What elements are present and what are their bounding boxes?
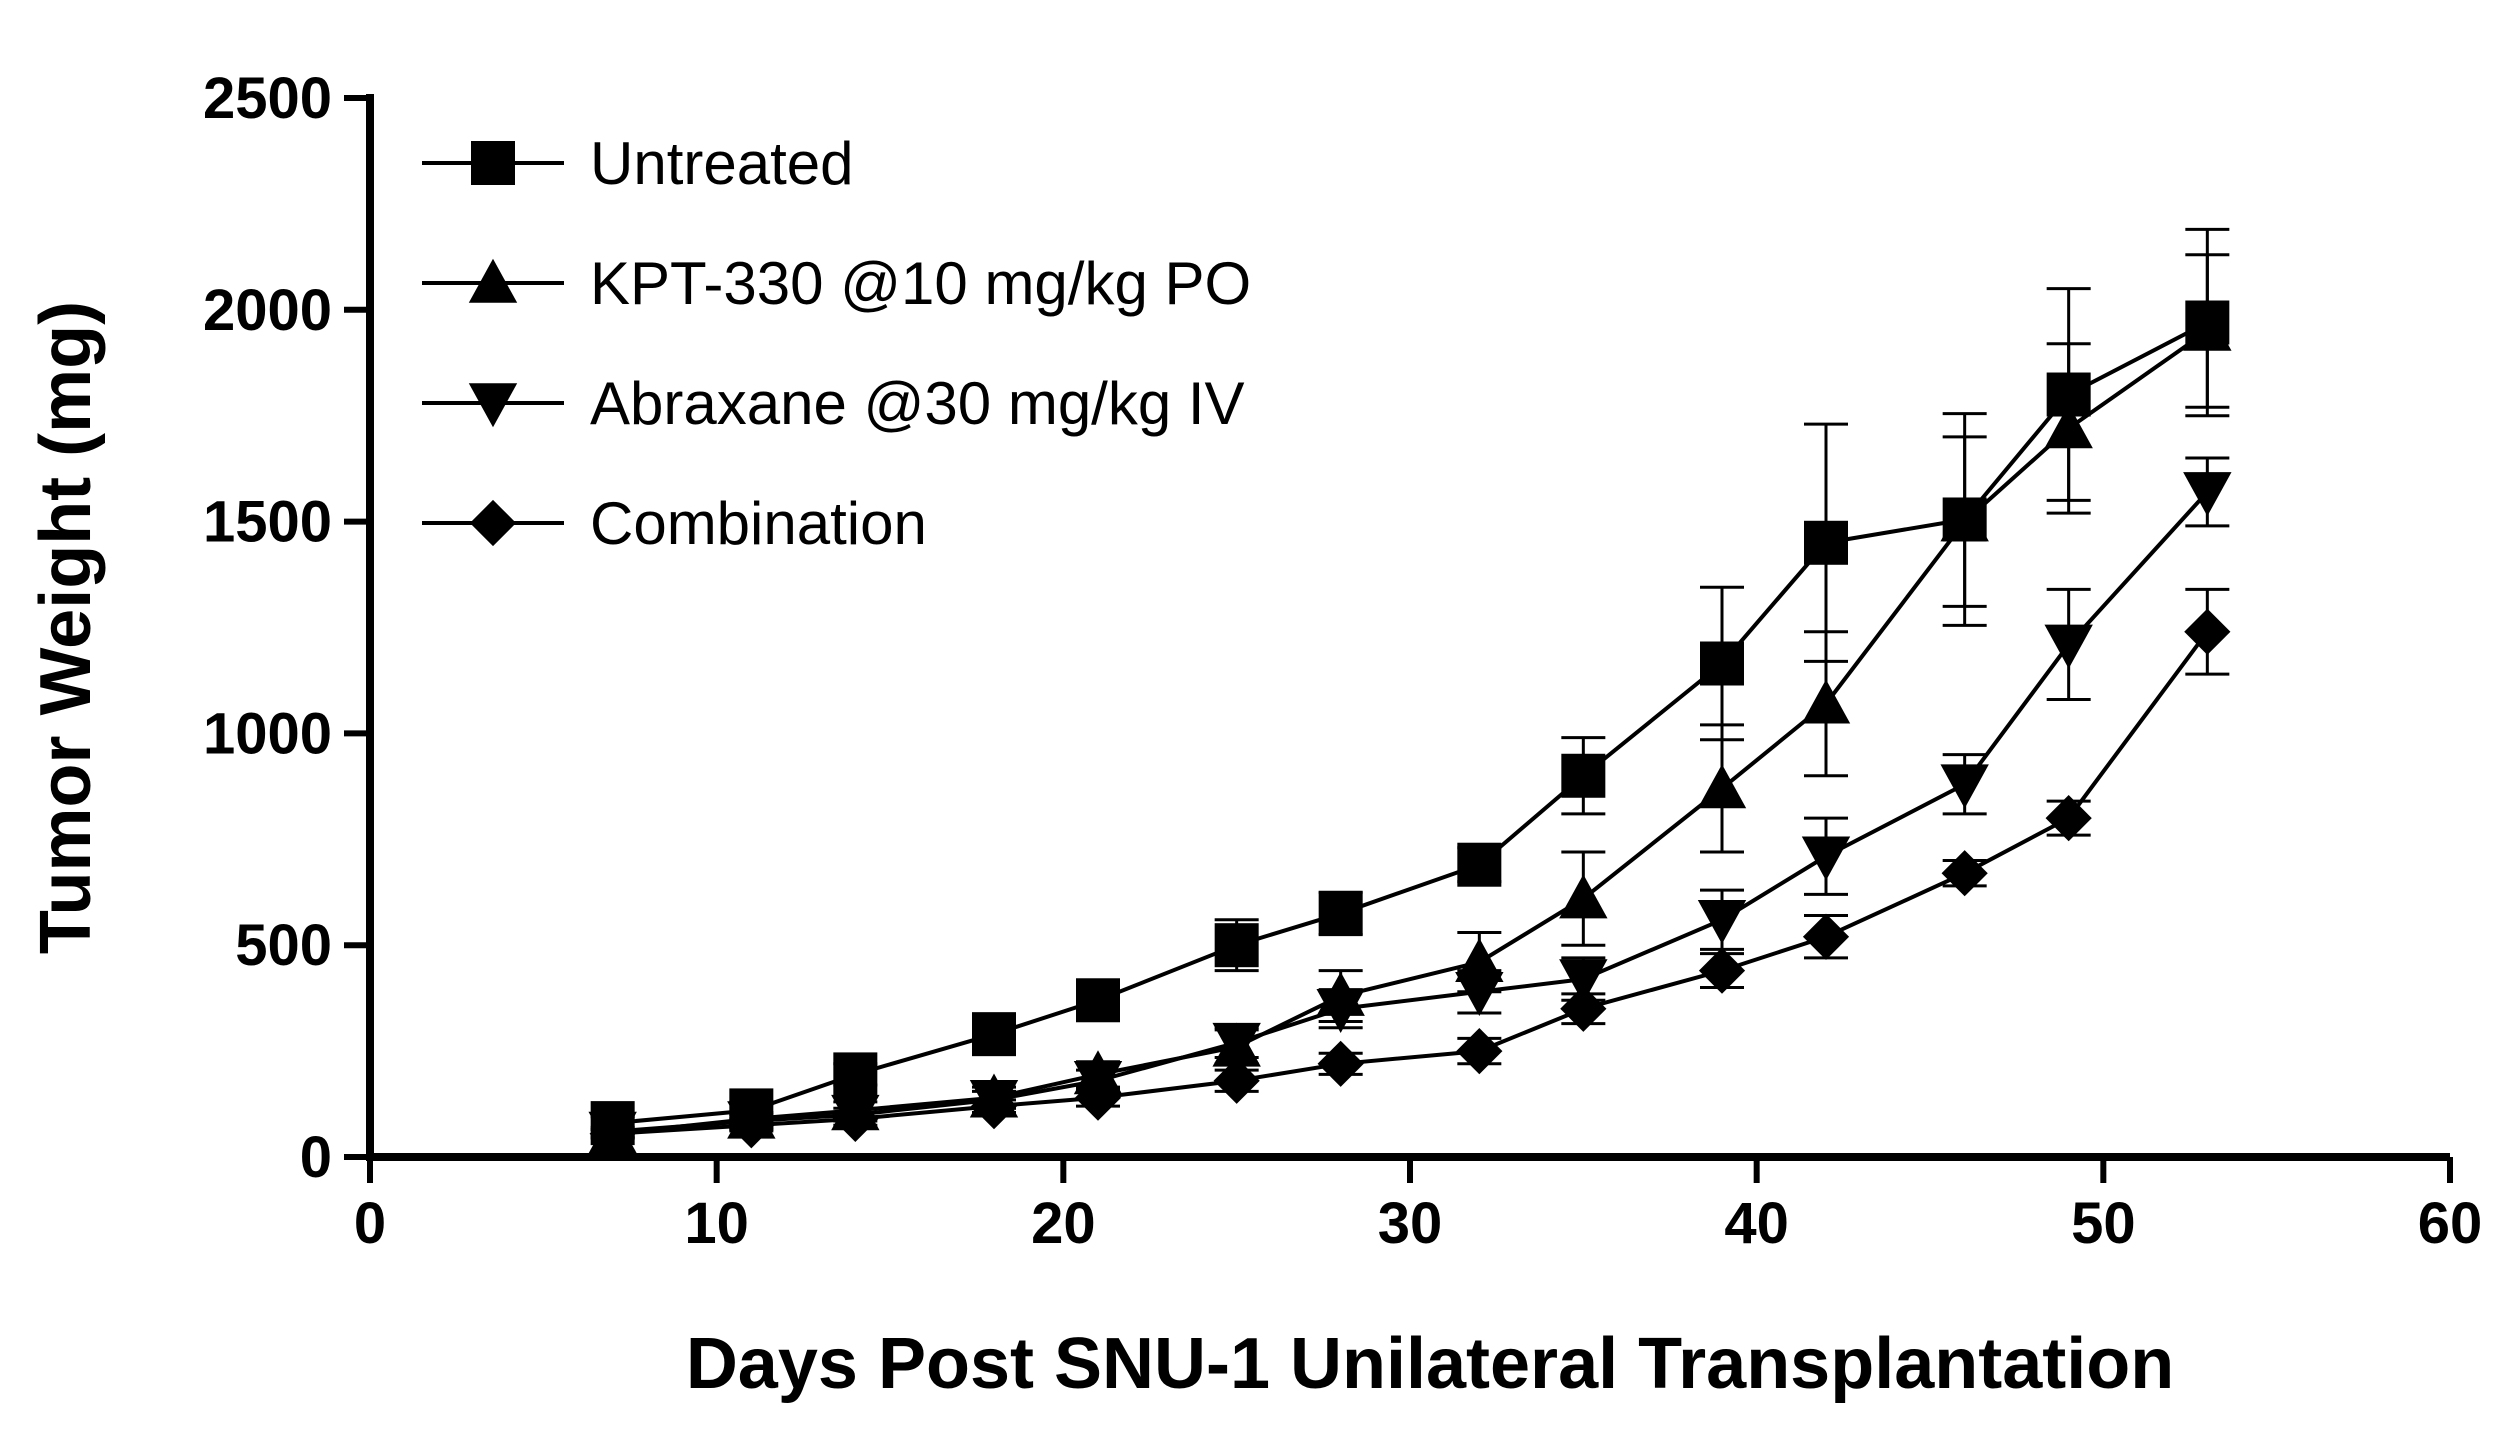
data-point [1697, 764, 1747, 809]
x-tick-label: 60 [2418, 1191, 2483, 1256]
x-tick-label: 30 [1378, 1191, 1443, 1256]
legend-label: Abraxane @30 mg/kg IV [590, 370, 1245, 437]
legend: Untreated KPT-330 @10 mg/kg PO Abraxane @3… [422, 130, 1251, 557]
series-0 [590, 227, 2230, 1146]
data-point [1318, 891, 1363, 936]
data-point [2183, 472, 2232, 517]
data-point [832, 1095, 879, 1142]
data-point [2044, 624, 2093, 669]
data-point [1941, 850, 1988, 897]
series-layer [588, 227, 2232, 1157]
data-point [2044, 404, 2093, 449]
data-point [972, 1012, 1016, 1057]
legend-item-0: Untreated [422, 130, 854, 197]
data-point [1456, 1028, 1503, 1075]
y-tick-label: 0 [300, 1125, 332, 1190]
data-point [1801, 679, 1851, 724]
series-line [612, 329, 2209, 1136]
data-point [1698, 947, 1746, 994]
legend-item-1: KPT-330 @10 mg/kg PO [422, 250, 1251, 317]
data-point [1700, 641, 1744, 686]
data-point [1317, 1040, 1364, 1087]
data-point [1076, 978, 1120, 1023]
y-tick-label: 500 [235, 913, 332, 978]
data-point [1074, 1074, 1122, 1121]
series-line [612, 320, 2209, 1126]
series-line [612, 490, 2209, 1134]
x-tick-label: 50 [2071, 1191, 2136, 1256]
y-tick-label: 2000 [203, 278, 332, 343]
y-tick-label: 1000 [203, 701, 332, 766]
data-point [1802, 913, 1850, 960]
data-point [589, 1110, 636, 1157]
data-point [970, 1083, 1018, 1130]
data-point [1212, 1022, 1261, 1067]
series-3 [589, 587, 2231, 1157]
legend-marker [468, 258, 518, 303]
data-point [1214, 923, 1259, 968]
data-point [1559, 959, 1608, 1004]
legend-marker [471, 141, 515, 185]
y-axis-title: Tumor Weight (mg) [26, 301, 106, 954]
x-tick-label: 40 [1724, 1191, 1789, 1256]
data-point [1561, 753, 1606, 798]
legend-label: Untreated [590, 130, 854, 197]
x-tick-label: 0 [354, 1191, 386, 1256]
y-tick-label: 2500 [203, 66, 332, 131]
data-point [1213, 1057, 1260, 1104]
legend-label: Combination [590, 490, 927, 557]
data-point [728, 1102, 775, 1149]
data-point [1697, 899, 1747, 944]
x-axis-title: Days Post SNU-1 Unilateral Transplantati… [686, 1324, 2174, 1404]
data-point [2045, 795, 2092, 842]
data-point [2184, 608, 2231, 655]
data-point [2183, 306, 2232, 351]
x-tick-label: 20 [1031, 1191, 1096, 1256]
legend-marker [469, 499, 517, 547]
data-point [1804, 520, 1848, 565]
data-point [1940, 497, 1989, 542]
data-point [1455, 971, 1504, 1016]
data-point [1801, 836, 1851, 881]
series-line [612, 630, 2209, 1136]
data-point [1316, 988, 1365, 1033]
legend-label: KPT-330 @10 mg/kg PO [590, 250, 1251, 317]
y-tick-label: 1500 [203, 490, 332, 555]
data-point [1457, 842, 1502, 887]
series-2 [588, 456, 2232, 1156]
data-point [1560, 985, 1607, 1032]
data-point [1940, 764, 1989, 809]
legend-marker [468, 383, 518, 428]
legend-item-2: Abraxane @30 mg/kg IV [422, 370, 1245, 437]
legend-item-3: Combination [422, 490, 927, 557]
axes: 0 10 20 30 40 50 60 0 500 1000 1500 2000 2500 [203, 66, 2482, 1256]
x-tick-label: 10 [684, 1191, 749, 1256]
data-point [1559, 874, 1608, 919]
